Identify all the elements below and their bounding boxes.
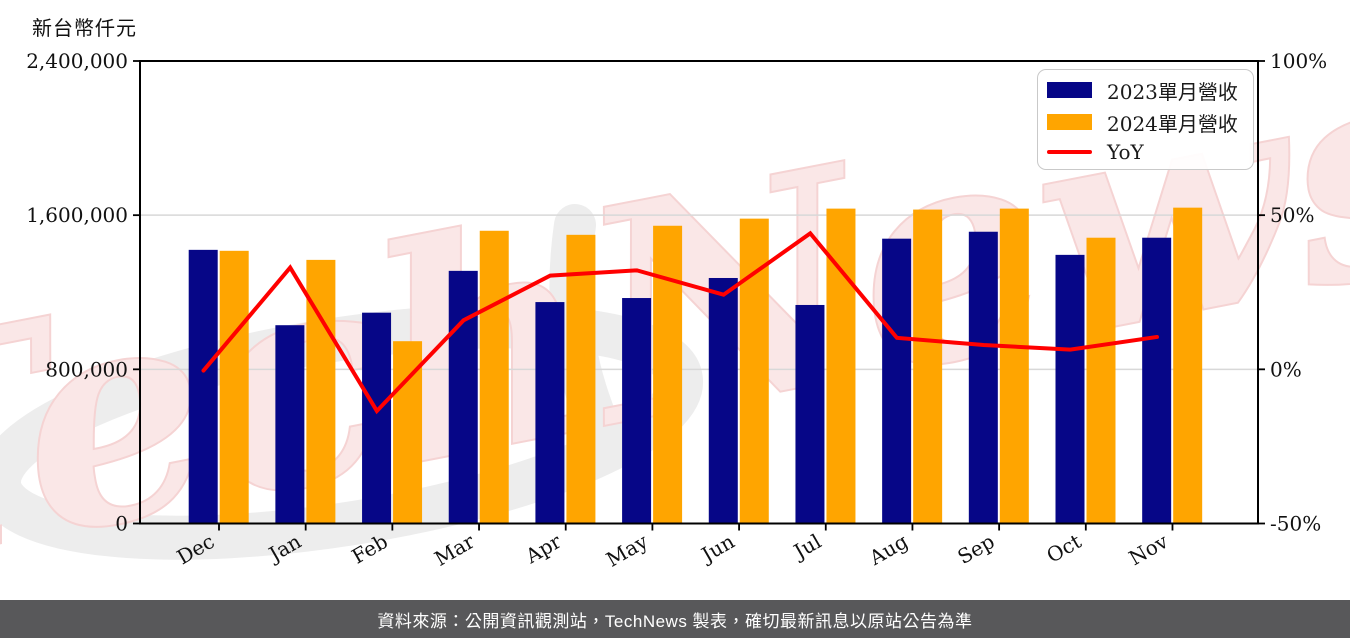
plot-frame xyxy=(139,60,1259,525)
x-tick-label: Sep xyxy=(953,529,998,569)
x-tick-label: Apr xyxy=(520,529,565,569)
legend-item-yoy: YoY xyxy=(1047,140,1253,164)
x-tick-label: Oct xyxy=(1042,529,1085,568)
x-tick-label: Mar xyxy=(430,529,479,571)
legend-swatch-yoy-line xyxy=(1047,149,1092,154)
bar-2023-Jul xyxy=(795,304,825,523)
y-left-tick-label: 0 xyxy=(115,512,128,536)
bar-2023-Apr xyxy=(535,302,565,523)
bar-2024-Aug xyxy=(913,209,943,523)
bar-2024-Mar xyxy=(479,230,509,523)
yoy-line xyxy=(201,230,1159,415)
bar-2024-Dec xyxy=(219,250,249,523)
footer-source-bar: 資料來源：公開資訊觀測站，TechNews 製表，確切最新訊息以原站公告為準 xyxy=(0,600,1350,638)
bar-2023-Nov xyxy=(1142,237,1172,523)
bar-2024-Nov xyxy=(1173,207,1203,523)
bar-2024-Sep xyxy=(999,208,1029,523)
y-left-tick-label: 800,000 xyxy=(45,357,128,381)
bar-2023-Jun xyxy=(708,277,738,523)
bar-2023-Jan xyxy=(275,325,305,523)
legend-swatch-2024 xyxy=(1047,114,1092,130)
bar-2024-Jun xyxy=(739,218,769,523)
y-right-tick-label: 50% xyxy=(1270,203,1314,227)
legend-label-yoy: YoY xyxy=(1107,139,1144,164)
legend-item-2024: 2024單月營收 xyxy=(1047,108,1253,137)
bar-2023-Mar xyxy=(448,270,478,523)
bar-2023-Aug xyxy=(882,238,912,523)
y-axis-unit-label: 新台幣仟元 xyxy=(32,16,137,40)
footer-source-text: 資料來源：公開資訊觀測站，TechNews 製表，確切最新訊息以原站公告為準 xyxy=(377,611,973,631)
bar-2023-Feb xyxy=(362,312,392,523)
bar-2023-May xyxy=(622,298,652,523)
bar-2024-Oct xyxy=(1086,237,1116,523)
y-left-tick-label: 2,400,000 xyxy=(26,49,128,73)
y-right-tick-label: 0% xyxy=(1270,357,1302,381)
legend-swatch-2023 xyxy=(1047,82,1092,98)
bar-2024-Apr xyxy=(566,234,596,523)
y-right-tick-label: -50% xyxy=(1270,512,1321,536)
y-right-tick-label: 100% xyxy=(1270,49,1327,73)
legend-label-2023: 2023單月營收 xyxy=(1107,79,1238,104)
x-tick-label: Jun xyxy=(696,529,739,568)
bar-2023-Dec xyxy=(188,249,218,523)
x-tick-label: May xyxy=(602,529,652,572)
legend: 2023單月營收 2024單月營收 YoY xyxy=(1037,69,1254,170)
bar-2023-Sep xyxy=(968,231,998,523)
bar-2023-Oct xyxy=(1055,254,1085,523)
x-tick-label: Aug xyxy=(864,529,912,570)
y-left-tick-label: 1,600,000 xyxy=(26,203,128,227)
legend-label-2024: 2024單月營收 xyxy=(1107,111,1238,136)
x-tick-label: Jul xyxy=(788,529,825,564)
bar-2024-May xyxy=(653,225,683,523)
x-tick-label: Nov xyxy=(1125,529,1173,571)
legend-item-2023: 2023單月營收 xyxy=(1047,76,1253,105)
